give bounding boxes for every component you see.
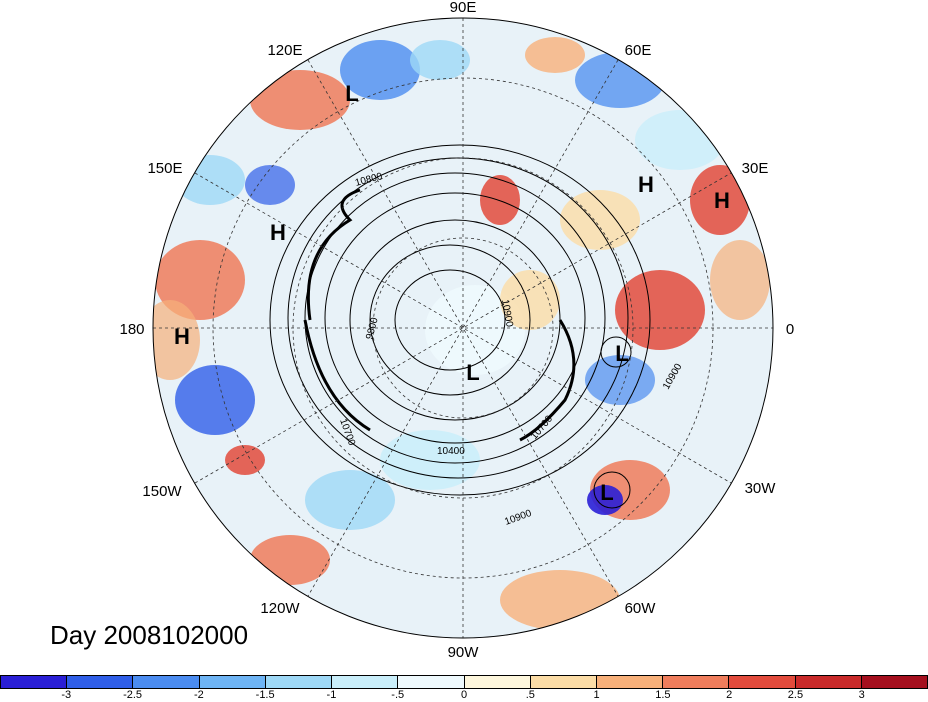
low-pressure-marker: L: [345, 81, 358, 106]
lon-label: 120E: [267, 42, 302, 59]
contour-label: 10900: [499, 299, 515, 329]
colorbar-labels: -3 -2.5 -2 -1.5 -1 -.5 0 .5 1 1.5 2 2.5 3: [0, 689, 928, 702]
low-pressure-marker: L: [600, 480, 613, 505]
lon-label: 60W: [625, 600, 657, 617]
lon-label: 180: [119, 321, 144, 338]
colorbar-label: -1.5: [255, 689, 275, 701]
colorbar-swatch: [133, 676, 200, 688]
colorbar-label: 3: [858, 689, 865, 701]
high-pressure-marker: H: [174, 324, 190, 349]
high-pressure-marker: H: [638, 172, 654, 197]
colorbar-swatch: [67, 676, 134, 688]
colorbar-swatch: [398, 676, 465, 688]
colorbar-label: 2: [726, 689, 733, 701]
colorbar-label: 1.5: [655, 689, 671, 701]
colorbar-swatch: [199, 676, 266, 688]
colorbar-swatch: [861, 676, 928, 688]
lon-label: 30E: [742, 160, 769, 177]
pressure-markers: H H H H L L L L: [174, 81, 730, 505]
colorbar-swatch: [332, 676, 399, 688]
colorbar-label: 0: [460, 689, 468, 701]
colorbar-swatch: [596, 676, 664, 688]
high-pressure-marker: H: [714, 188, 730, 213]
lon-label: 120W: [260, 600, 300, 617]
graticule: [153, 18, 773, 638]
lon-label: 0: [786, 321, 794, 338]
colorbar-swatch: [530, 676, 597, 688]
high-pressure-marker: H: [270, 220, 286, 245]
colorbar: [0, 675, 928, 689]
contour-label: 10400: [437, 446, 465, 457]
lon-label: 60E: [625, 42, 652, 59]
colorbar-label: 1: [593, 689, 600, 701]
lon-label: 150E: [147, 160, 182, 177]
colorbar-label: .5: [525, 689, 535, 701]
low-pressure-marker: L: [466, 360, 479, 385]
colorbar-label: -2: [193, 689, 204, 701]
colorbar-swatch: [663, 676, 730, 688]
colorbar-label: 2.5: [787, 689, 804, 701]
lon-label: 90W: [448, 644, 480, 661]
anomaly-field: [153, 18, 773, 638]
lon-label: 150W: [142, 483, 182, 500]
colorbar-swatch: [1, 676, 68, 688]
longitude-labels: 90E 60E 30E 0 30W 60W 90W 120W 150W 180 …: [119, 0, 794, 661]
colorbar-label: -.5: [391, 689, 405, 701]
colorbar-swatch: [795, 676, 862, 688]
colorbar-swatch: [464, 676, 531, 688]
lon-label: 30W: [745, 480, 777, 497]
colorbar-label: -2.5: [123, 689, 143, 701]
map-boundary: [152, 17, 774, 639]
colorbar-swatch: [265, 676, 333, 688]
colorbar-swatch: [729, 676, 796, 688]
height-contours: [269, 144, 651, 509]
lon-label: 90E: [450, 0, 477, 16]
colorbar-label: -3: [61, 689, 72, 701]
low-pressure-marker: L: [615, 341, 628, 366]
day-title: Day 2008102000: [50, 620, 249, 650]
colorbar-label: -1: [326, 689, 337, 701]
